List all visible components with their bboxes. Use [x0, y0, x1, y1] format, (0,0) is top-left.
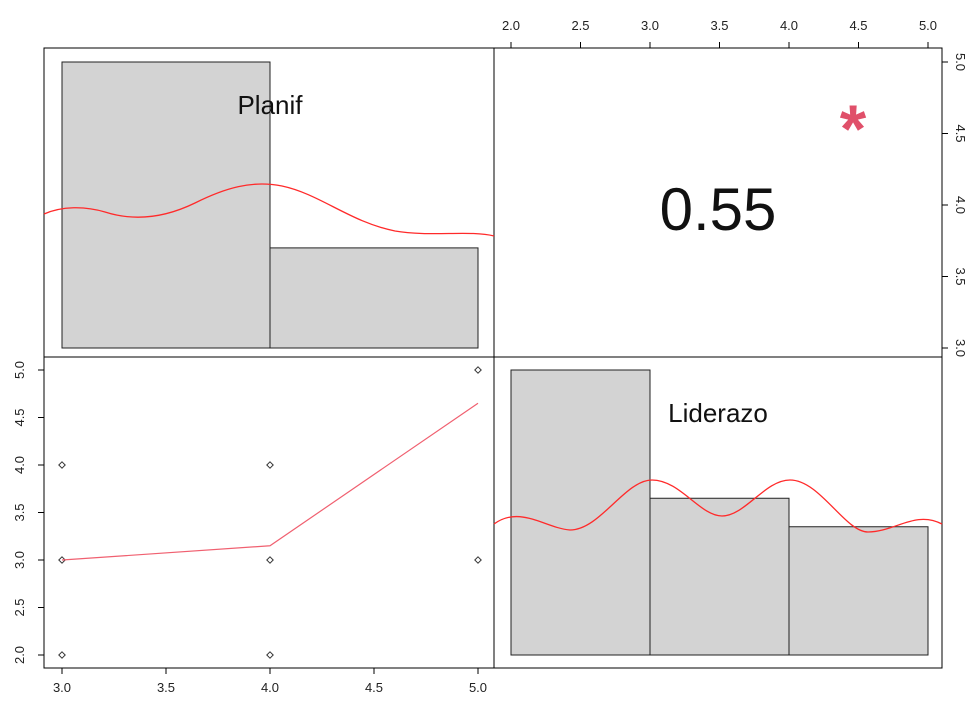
axis-right-tick-label-3.5: 3.5 [953, 267, 968, 285]
scatter-point-4 [266, 556, 274, 564]
axis-left-tick-label-2.0: 2.0 [12, 646, 27, 664]
histogram-bar-liderazo-2-3 [510, 369, 651, 656]
histogram-bar-planif-3-4 [61, 61, 271, 349]
axis-left-tick-label-3.0: 3.0 [12, 551, 27, 569]
axis-top-tick-label-4.0: 4.0 [780, 18, 798, 33]
scatter-point-1 [58, 556, 66, 564]
frame-bottom-right [493, 356, 943, 669]
significance-star: * [840, 91, 867, 167]
axis-right-tick-label-3.0: 3.0 [953, 339, 968, 357]
axis-left-tick-label-3.5: 3.5 [12, 503, 27, 521]
axis-left-tick-label-5.0: 5.0 [12, 361, 27, 379]
density-line-liderazo [493, 479, 943, 533]
axis-right-tick-label-4.5: 4.5 [953, 124, 968, 142]
axis-bottom-tick-label-5.0: 5.0 [469, 680, 487, 695]
scatter-points [58, 366, 482, 659]
axis-right: 3.0 3.5 4.0 4.5 5.0 [941, 53, 968, 357]
axis-left-tick-label-4.5: 4.5 [12, 408, 27, 426]
correlation-value: 0.55 [660, 176, 777, 243]
density-line-planif [43, 183, 495, 237]
scatter-point-7 [474, 366, 482, 374]
variable-label-planif: Planif [237, 90, 303, 120]
axis-bottom-tick-label-4.0: 4.0 [261, 680, 279, 695]
axis-top-tick-label-4.5: 4.5 [849, 18, 867, 33]
axis-top-tick-label-5.0: 5.0 [919, 18, 937, 33]
histogram-bar-liderazo-4-5 [788, 526, 929, 656]
scatter-point-2 [58, 461, 66, 469]
variable-label-liderazo: Liderazo [668, 398, 768, 428]
histogram-bar-planif-4-5 [269, 247, 479, 349]
histogram-liderazo [510, 369, 929, 656]
axis-bottom-tick-label-4.5: 4.5 [365, 680, 383, 695]
axis-left-tick-label-4.0: 4.0 [12, 456, 27, 474]
axis-right-tick-label-5.0: 5.0 [953, 53, 968, 71]
axis-top: 2.0 2.5 3.0 3.5 4.0 4.5 5.0 [502, 18, 937, 49]
axis-left: 2.0 2.5 3.0 3.5 4.0 4.5 5.0 [12, 361, 45, 664]
scatter-point-5 [266, 461, 274, 469]
scatter-point-6 [474, 556, 482, 564]
axis-top-tick-label-2.0: 2.0 [502, 18, 520, 33]
axis-top-tick-label-2.5: 2.5 [571, 18, 589, 33]
histogram-bar-liderazo-3-4 [649, 497, 790, 656]
axis-top-tick-label-3.0: 3.0 [641, 18, 659, 33]
histogram-planif [61, 61, 479, 349]
axis-bottom-tick-label-3.5: 3.5 [157, 680, 175, 695]
axis-left-tick-label-2.5: 2.5 [12, 598, 27, 616]
axis-top-tick-label-3.5: 3.5 [710, 18, 728, 33]
axis-bottom: 3.0 3.5 4.0 4.5 5.0 [53, 667, 487, 695]
fit-line [61, 402, 479, 561]
axis-right-tick-label-4.0: 4.0 [953, 196, 968, 214]
scatter-point-0 [58, 651, 66, 659]
scatter-point-3 [266, 651, 274, 659]
axis-bottom-tick-label-3.0: 3.0 [53, 680, 71, 695]
